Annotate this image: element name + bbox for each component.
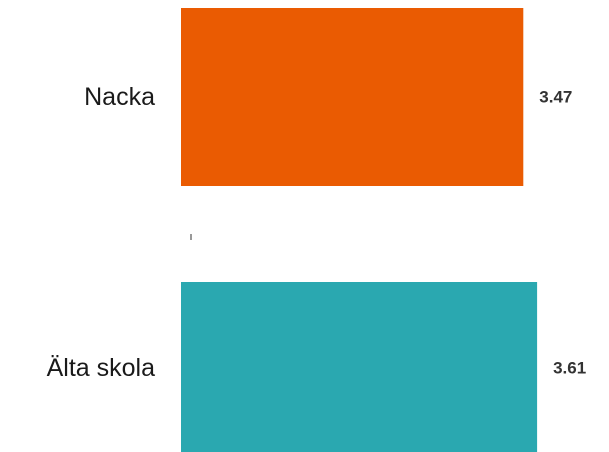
bar-1 [181,282,538,452]
category-label-1: Älta skola [47,354,155,382]
category-label-0: Nacka [84,83,155,111]
value-label-0: 3.47 [539,88,572,107]
bar-0 [181,8,524,186]
plot-area: Nacka 3.47 Älta skola 3.61 [47,8,586,452]
value-label-1: 3.61 [553,359,586,378]
